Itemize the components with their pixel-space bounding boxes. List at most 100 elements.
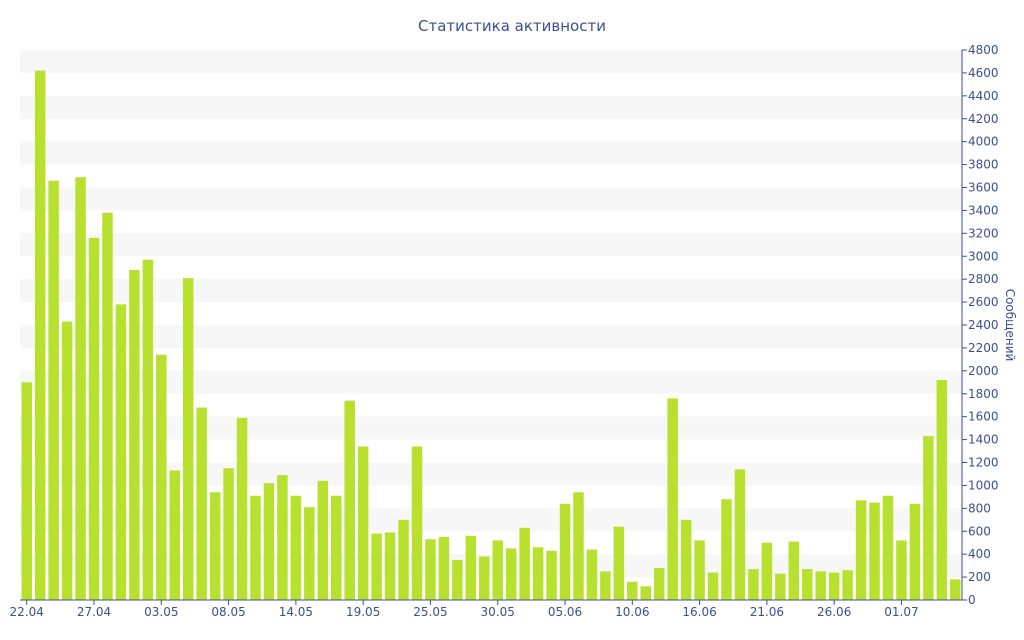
y-tick-label: 2200 xyxy=(968,341,999,355)
y-tick-label: 800 xyxy=(968,501,991,515)
bar xyxy=(613,526,625,600)
grid-band xyxy=(20,370,962,394)
bar xyxy=(600,571,611,600)
bar xyxy=(842,570,853,600)
grid-bands xyxy=(20,50,962,578)
bar xyxy=(452,559,463,600)
y-tick-label: 3400 xyxy=(968,203,999,217)
bar xyxy=(694,540,705,600)
bar xyxy=(707,572,719,600)
bar xyxy=(479,556,490,600)
bar xyxy=(828,572,840,600)
bar xyxy=(438,536,450,600)
bar xyxy=(505,548,517,600)
y-tick-label: 0 xyxy=(968,593,976,607)
y-tick-label: 2600 xyxy=(968,295,999,309)
bar xyxy=(398,519,409,600)
y-tick-label: 1600 xyxy=(968,410,999,424)
y-tick-label: 1800 xyxy=(968,387,999,401)
bar xyxy=(34,70,46,600)
bar xyxy=(627,581,638,600)
bar xyxy=(734,469,746,600)
bar xyxy=(236,417,248,600)
bar xyxy=(169,470,181,600)
bar xyxy=(250,495,261,600)
y-tick-label: 2800 xyxy=(968,272,999,286)
x-axis-ticks: 22.04 27.04 03.05 08.05 14.05 19.05 25.05 30.05… xyxy=(10,600,919,619)
bar xyxy=(748,569,759,600)
x-tick-label: 01.07 xyxy=(884,605,918,619)
y-tick-label: 2000 xyxy=(968,364,999,378)
x-tick-label: 25.05 xyxy=(413,605,447,619)
bars xyxy=(21,70,961,601)
bar xyxy=(667,398,678,600)
grid-band xyxy=(20,462,962,486)
bar xyxy=(304,507,315,600)
bar xyxy=(896,540,907,600)
grid-band xyxy=(20,50,962,73)
bar xyxy=(142,259,154,600)
bar xyxy=(209,492,221,600)
y-tick-label: 1000 xyxy=(968,478,999,492)
bar xyxy=(923,436,934,600)
bar xyxy=(869,502,880,600)
bar xyxy=(788,541,800,600)
x-tick-label: 10.06 xyxy=(615,605,649,619)
bar xyxy=(411,446,423,600)
grid-band xyxy=(20,279,962,303)
bar xyxy=(680,519,692,600)
y-tick-label: 2400 xyxy=(968,318,999,332)
bar xyxy=(48,180,59,600)
bar xyxy=(775,573,786,600)
y-tick-label: 600 xyxy=(968,524,991,538)
x-tick-label: 30.05 xyxy=(481,605,515,619)
x-tick-label: 05.06 xyxy=(548,605,582,619)
bar xyxy=(384,532,396,600)
bar xyxy=(61,321,73,600)
bar xyxy=(761,542,773,600)
grid-band xyxy=(20,416,962,440)
bar xyxy=(546,550,557,600)
bar xyxy=(115,304,127,600)
bar xyxy=(815,571,826,600)
bar xyxy=(640,586,652,600)
x-tick-label: 08.05 xyxy=(211,605,245,619)
x-tick-label: 19.05 xyxy=(346,605,380,619)
bar xyxy=(75,177,86,600)
grid-band xyxy=(20,233,962,257)
x-tick-label: 03.05 xyxy=(144,605,178,619)
bar xyxy=(882,495,894,600)
x-tick-label: 26.06 xyxy=(817,605,851,619)
bar xyxy=(357,446,369,600)
y-tick-label: 4200 xyxy=(968,112,999,126)
bar xyxy=(102,212,113,601)
grid-band xyxy=(20,187,962,211)
grid-band xyxy=(20,325,962,348)
bar xyxy=(492,540,503,600)
bar xyxy=(532,547,544,600)
bar xyxy=(182,278,194,600)
bar xyxy=(519,527,530,600)
bar xyxy=(263,483,275,600)
bar xyxy=(277,475,288,600)
bar xyxy=(88,237,100,600)
y-tick-label: 3200 xyxy=(968,226,999,240)
bar xyxy=(330,495,342,600)
grid-band xyxy=(20,141,962,165)
grid-band xyxy=(20,95,962,119)
bar xyxy=(156,354,167,600)
y-axis-ticks: 0 200 400 600 800 1000 1200 1400 1600 1800 2000 220… xyxy=(962,43,999,607)
y-tick-label: 1400 xyxy=(968,433,999,447)
y-tick-label: 4800 xyxy=(968,43,999,57)
bar xyxy=(586,549,598,600)
bar xyxy=(465,535,477,600)
bar xyxy=(371,533,382,600)
bar xyxy=(950,579,961,600)
bar xyxy=(129,270,140,600)
bar xyxy=(909,503,921,600)
bar xyxy=(801,569,813,600)
y-tick-label: 3600 xyxy=(968,181,999,195)
bar xyxy=(21,382,32,600)
x-tick-label: 16.06 xyxy=(682,605,716,619)
